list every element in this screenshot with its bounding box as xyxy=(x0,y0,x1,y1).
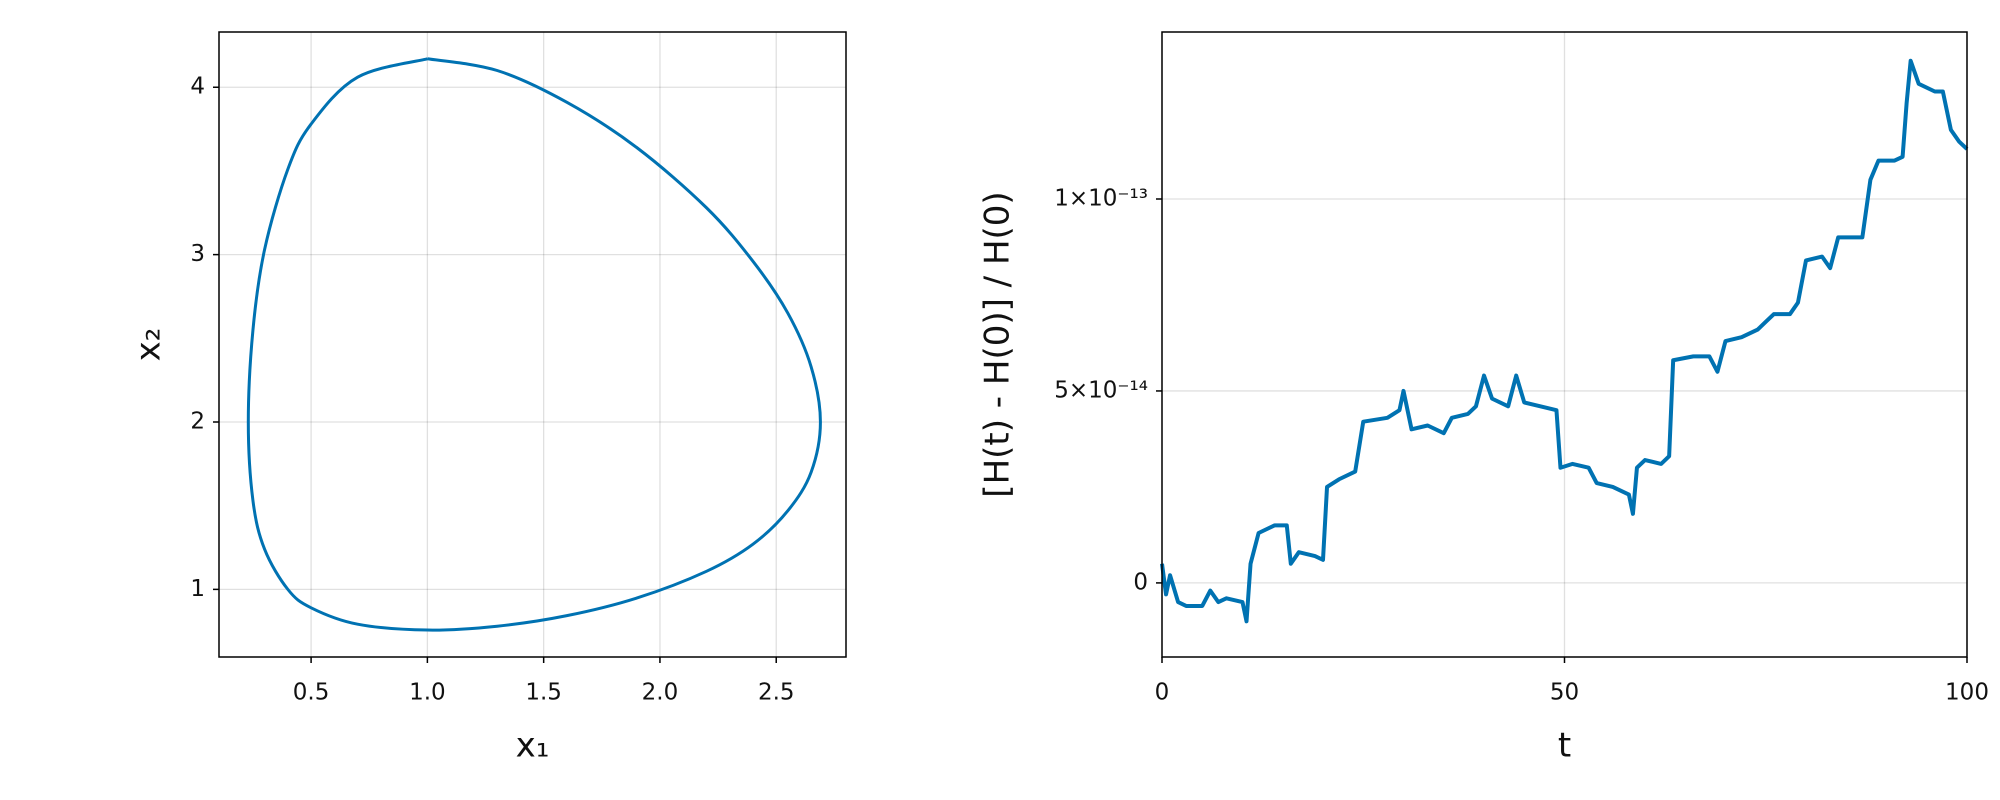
x-axis-label: t xyxy=(1558,726,1571,766)
y-tick-label: 3 xyxy=(190,241,205,267)
y-tick-label: 1×10⁻¹³ xyxy=(1054,185,1148,211)
y-axis-label: [H(t) - H(0)] / H(0) xyxy=(978,191,1018,497)
data-line xyxy=(1160,58,1969,624)
y-tick-label: 5×10⁻¹⁴ xyxy=(1054,377,1148,403)
x-tick-label: 0.5 xyxy=(293,680,330,706)
y-tick-label: 1 xyxy=(190,576,205,602)
x-axis-label: x₁ xyxy=(516,726,550,766)
y-tick-label: 4 xyxy=(190,74,205,100)
x-tick-label: 2.0 xyxy=(642,680,679,706)
data-line xyxy=(246,57,822,632)
y-tick-label: 2 xyxy=(190,408,205,434)
x-tick-label: 100 xyxy=(1945,680,1989,706)
plot-frame xyxy=(1161,31,1968,658)
y-axis-label: x₂ xyxy=(129,328,169,362)
x-tick-label: 1.0 xyxy=(409,680,446,706)
x-tick-label: 2.5 xyxy=(758,680,795,706)
x-tick-label: 0 xyxy=(1155,680,1170,706)
x-tick-label: 1.5 xyxy=(525,680,562,706)
x-tick-label: 50 xyxy=(1550,680,1579,706)
plot-frame xyxy=(218,31,847,658)
y-tick-label: 0 xyxy=(1133,569,1148,595)
